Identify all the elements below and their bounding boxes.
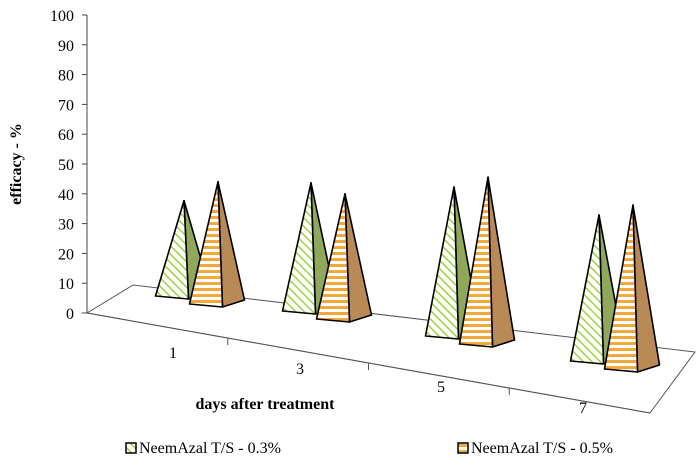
legend-swatch <box>125 442 137 454</box>
y-tick-label: 70 <box>58 97 74 114</box>
x-axis-tick-labels: 1 3 5 7 <box>169 345 587 417</box>
pyramid-front-face <box>154 199 190 300</box>
pyramid-bar <box>458 176 516 348</box>
y-tick-label: 30 <box>58 217 74 234</box>
y-tick-label: 100 <box>50 8 74 25</box>
x-axis-title: days after treatment <box>196 396 336 413</box>
pyramid-front-face <box>458 176 494 348</box>
pyramid-front-face <box>603 204 639 373</box>
y-tick-label: 40 <box>58 187 74 204</box>
pyramid-bars <box>154 176 661 373</box>
legend: NeemAzal T/S - 0.3% NeemAzal T/S - 0.5% <box>125 440 613 457</box>
pyramid-bar <box>188 181 246 308</box>
legend-label: NeemAzal T/S - 0.5% <box>471 440 613 457</box>
pyramid-front-face <box>569 214 605 365</box>
pyramid-front-face <box>424 186 460 340</box>
y-axis-ticks: 0 10 20 30 40 50 60 70 80 90 100 <box>50 8 87 323</box>
pyramid-bar <box>603 204 661 373</box>
y-tick-label: 0 <box>66 306 74 323</box>
x-tick-label: 7 <box>579 400 587 417</box>
y-tick-label: 50 <box>58 157 74 174</box>
y-tick-label: 90 <box>58 38 74 55</box>
legend-swatch <box>457 442 469 454</box>
legend-label: NeemAzal T/S - 0.3% <box>139 440 281 457</box>
y-tick-label: 10 <box>58 276 74 293</box>
pyramid-bar <box>315 193 373 323</box>
y-tick-label: 80 <box>58 68 74 85</box>
y-tick-label: 60 <box>58 127 74 144</box>
y-tick-label: 20 <box>58 246 74 263</box>
pyramid-front-face <box>281 182 317 315</box>
pyramid-front-face <box>315 193 351 323</box>
x-tick-label: 1 <box>169 345 177 362</box>
y-axis-title: efficacy - % <box>8 123 25 205</box>
x-tick-label: 5 <box>437 379 445 396</box>
pyramid-front-face <box>188 181 224 308</box>
x-tick-label: 3 <box>296 361 304 378</box>
